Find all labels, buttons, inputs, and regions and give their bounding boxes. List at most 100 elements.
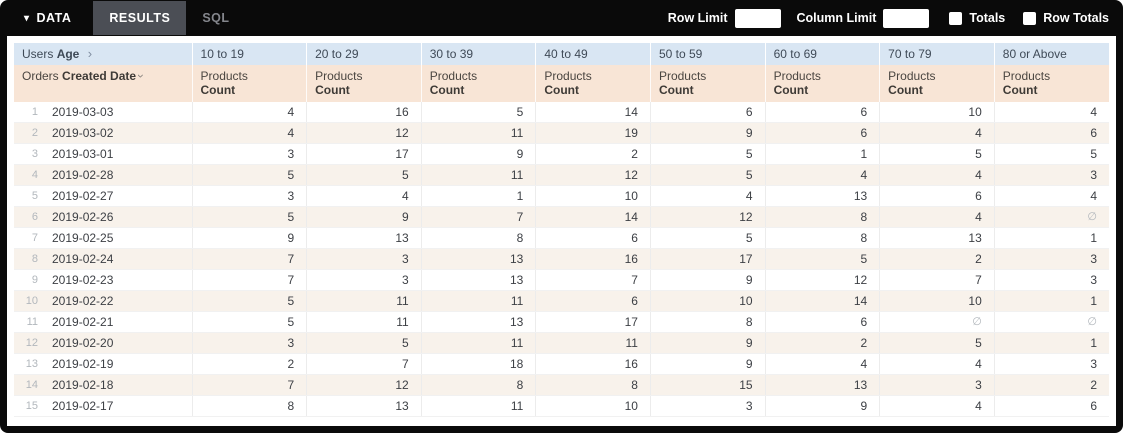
value-cell[interactable]: 7	[191, 269, 307, 291]
date-cell[interactable]: 2019-02-26	[44, 206, 193, 228]
value-cell[interactable]: 6	[764, 122, 880, 144]
value-cell[interactable]: 1	[420, 185, 536, 207]
measure-header[interactable]: Products Count	[420, 65, 536, 102]
value-cell[interactable]: 3	[993, 353, 1109, 375]
date-cell[interactable]: 2019-02-22	[44, 290, 193, 312]
value-cell[interactable]: 5	[649, 164, 766, 186]
value-cell[interactable]: 12	[649, 206, 766, 228]
date-cell[interactable]: 2019-02-23	[44, 269, 193, 291]
date-cell[interactable]: 2019-02-24	[44, 248, 193, 270]
value-cell[interactable]: ∅	[879, 311, 995, 333]
value-cell[interactable]: 7	[191, 248, 307, 270]
value-cell[interactable]: 4	[649, 185, 766, 207]
value-cell[interactable]: 15	[649, 374, 766, 396]
value-cell[interactable]: 5	[879, 332, 995, 354]
value-cell[interactable]: 3	[306, 269, 422, 291]
value-cell[interactable]: 10	[879, 102, 995, 123]
age-bucket-header[interactable]: 60 to 69	[764, 43, 880, 65]
totals-checkbox[interactable]	[949, 11, 963, 25]
value-cell[interactable]: 6	[764, 311, 880, 333]
value-cell[interactable]: 14	[764, 290, 880, 312]
date-cell[interactable]: 2019-02-27	[44, 185, 193, 207]
value-cell[interactable]: 14	[535, 206, 651, 228]
value-cell[interactable]: 7	[306, 353, 422, 375]
value-cell[interactable]: 6	[535, 227, 651, 249]
value-cell[interactable]: 2	[993, 374, 1109, 396]
value-cell[interactable]: 5	[306, 332, 422, 354]
tab-results[interactable]: RESULTS	[93, 1, 187, 35]
value-cell[interactable]: 4	[993, 185, 1109, 207]
value-cell[interactable]: 5	[306, 164, 422, 186]
value-cell[interactable]: 4	[879, 395, 995, 417]
value-cell[interactable]: 13	[420, 269, 536, 291]
value-cell[interactable]: 9	[306, 206, 422, 228]
value-cell[interactable]: 3	[191, 143, 307, 165]
value-cell[interactable]: 8	[191, 395, 307, 417]
value-cell[interactable]: 9	[420, 143, 536, 165]
value-cell[interactable]: 5	[993, 143, 1109, 165]
measure-header[interactable]: Products Count	[191, 65, 307, 102]
value-cell[interactable]: 16	[535, 353, 651, 375]
value-cell[interactable]: 11	[420, 290, 536, 312]
date-cell[interactable]: 2019-02-21	[44, 311, 193, 333]
value-cell[interactable]: 5	[420, 102, 536, 123]
value-cell[interactable]: 4	[993, 102, 1109, 123]
age-bucket-header[interactable]: 30 to 39	[420, 43, 536, 65]
dimension-header[interactable]: Orders Created Date›	[14, 65, 193, 102]
age-bucket-header[interactable]: 80 or Above	[993, 43, 1109, 65]
value-cell[interactable]: 4	[764, 164, 880, 186]
value-cell[interactable]: 3	[191, 185, 307, 207]
value-cell[interactable]: 5	[649, 143, 766, 165]
date-cell[interactable]: 2019-02-18	[44, 374, 193, 396]
value-cell[interactable]: 10	[535, 185, 651, 207]
value-cell[interactable]: 11	[420, 122, 536, 144]
date-cell[interactable]: 2019-03-03	[44, 102, 193, 123]
value-cell[interactable]: 13	[306, 227, 422, 249]
value-cell[interactable]: 1	[993, 227, 1109, 249]
value-cell[interactable]: 3	[306, 248, 422, 270]
value-cell[interactable]: 13	[306, 395, 422, 417]
date-cell[interactable]: 2019-03-01	[44, 143, 193, 165]
age-bucket-header[interactable]: 50 to 59	[649, 43, 766, 65]
tab-sql[interactable]: SQL	[186, 1, 245, 35]
value-cell[interactable]: 7	[191, 374, 307, 396]
date-cell[interactable]: 2019-03-02	[44, 122, 193, 144]
value-cell[interactable]: 8	[649, 311, 766, 333]
value-cell[interactable]: ∅	[993, 311, 1109, 333]
measure-header[interactable]: Products Count	[764, 65, 880, 102]
column-limit-input[interactable]	[883, 8, 930, 28]
value-cell[interactable]: 10	[535, 395, 651, 417]
value-cell[interactable]: 9	[649, 122, 766, 144]
value-cell[interactable]: 12	[306, 374, 422, 396]
value-cell[interactable]: 8	[764, 227, 880, 249]
value-cell[interactable]: 5	[191, 206, 307, 228]
value-cell[interactable]: 6	[649, 102, 766, 123]
value-cell[interactable]: 1	[993, 332, 1109, 354]
value-cell[interactable]: 5	[191, 164, 307, 186]
value-cell[interactable]: 6	[993, 395, 1109, 417]
value-cell[interactable]: 4	[191, 122, 307, 144]
value-cell[interactable]: 9	[649, 269, 766, 291]
measure-header[interactable]: Products Count	[535, 65, 651, 102]
value-cell[interactable]: 14	[535, 102, 651, 123]
value-cell[interactable]: 4	[764, 353, 880, 375]
value-cell[interactable]: 1	[993, 290, 1109, 312]
value-cell[interactable]: 12	[764, 269, 880, 291]
value-cell[interactable]: 3	[879, 374, 995, 396]
value-cell[interactable]: 13	[764, 185, 880, 207]
value-cell[interactable]: 5	[649, 227, 766, 249]
measure-header[interactable]: Products Count	[993, 65, 1109, 102]
value-cell[interactable]: 19	[535, 122, 651, 144]
date-cell[interactable]: 2019-02-28	[44, 164, 193, 186]
value-cell[interactable]: 4	[306, 185, 422, 207]
value-cell[interactable]: 4	[879, 164, 995, 186]
value-cell[interactable]: 16	[306, 102, 422, 123]
value-cell[interactable]: 2	[764, 332, 880, 354]
value-cell[interactable]: 6	[764, 102, 880, 123]
value-cell[interactable]: 11	[420, 164, 536, 186]
value-cell[interactable]: 6	[535, 290, 651, 312]
value-cell[interactable]: 4	[191, 102, 307, 123]
date-cell[interactable]: 2019-02-17	[44, 395, 193, 417]
value-cell[interactable]: 2	[535, 143, 651, 165]
value-cell[interactable]: 7	[535, 269, 651, 291]
